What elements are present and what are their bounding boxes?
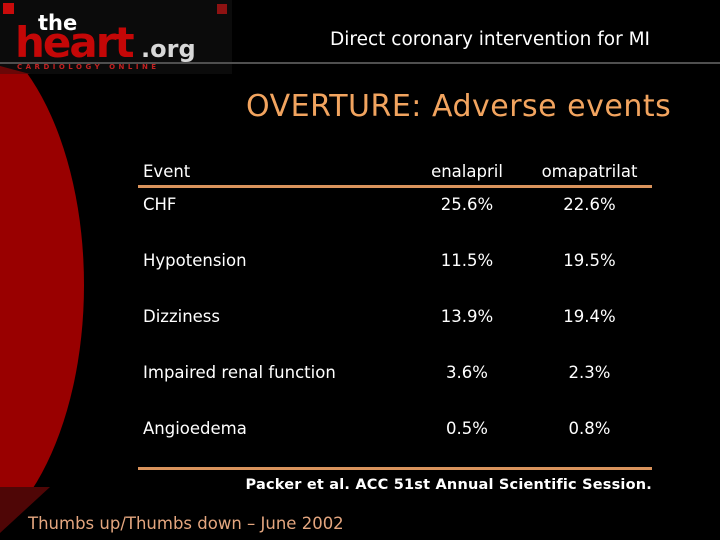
logo-red-square-left: [3, 3, 14, 14]
enalapril-cell: 0.5%: [446, 419, 488, 438]
logo-red-square-right: [217, 4, 227, 14]
table-row: CHF 25.6% 22.6%: [138, 194, 652, 250]
column-header-omapatrilat: omapatrilat: [541, 162, 638, 181]
logo-text-org: .org: [141, 35, 196, 63]
omapatrilat-cell: 22.6%: [563, 195, 616, 214]
logo-text-the: the: [38, 11, 78, 35]
logo-tagline: CARDIOLOGY ONLINE: [17, 63, 160, 71]
table-row: Hypotension 11.5% 19.5%: [138, 250, 652, 306]
omapatrilat-cell: 2.3%: [568, 363, 611, 382]
event-cell: Dizziness: [143, 307, 220, 326]
event-cell: Impaired renal function: [143, 363, 336, 382]
omapatrilat-cell: 19.4%: [563, 307, 616, 326]
citation-text: Packer et al. ACC 51st Annual Scientific…: [245, 477, 652, 493]
table-header-underline: [138, 185, 652, 188]
event-cell: Angioedema: [143, 419, 247, 438]
event-cell: CHF: [143, 195, 177, 214]
table-row: Impaired renal function 3.6% 2.3%: [138, 362, 652, 418]
event-cell: Hypotension: [143, 251, 247, 270]
credit-line: Thumbs up/Thumbs down – June 2002: [28, 514, 344, 533]
red-ellipse-decoration: [0, 19, 84, 540]
header-title: Direct coronary intervention for MI: [330, 29, 650, 50]
table-body: CHF 25.6% 22.6% Hypotension 11.5% 19.5% …: [138, 194, 652, 474]
header-divider: [0, 62, 720, 64]
omapatrilat-cell: 0.8%: [568, 419, 611, 438]
logo-corner-decoration: [0, 66, 30, 74]
omapatrilat-cell: 19.5%: [563, 251, 616, 270]
column-header-event: Event: [143, 162, 191, 181]
slide-title: OVERTURE: Adverse events: [246, 89, 672, 124]
table-header-row: Event enalapril omapatrilat: [138, 162, 652, 182]
enalapril-cell: 25.6%: [440, 195, 494, 214]
enalapril-cell: 13.9%: [440, 307, 494, 326]
table-row: Dizziness 13.9% 19.4%: [138, 306, 652, 362]
theheart-org-logo: the heart .org CARDIOLOGY ONLINE: [0, 0, 232, 74]
enalapril-cell: 11.5%: [440, 251, 494, 270]
logo-text-heart: heart: [15, 18, 135, 67]
enalapril-cell: 3.6%: [446, 363, 488, 382]
table-row: Angioedema 0.5% 0.8%: [138, 418, 652, 474]
column-header-enalapril: enalapril: [431, 162, 503, 181]
footer-divider: [138, 467, 652, 470]
